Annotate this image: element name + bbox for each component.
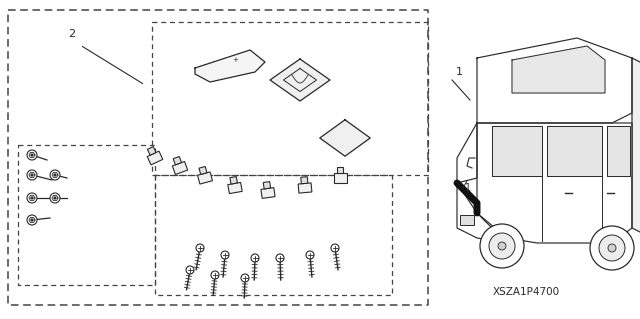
Polygon shape — [147, 151, 163, 165]
Circle shape — [599, 235, 625, 261]
Polygon shape — [147, 147, 156, 155]
Circle shape — [31, 197, 33, 199]
Polygon shape — [337, 167, 343, 174]
Circle shape — [27, 193, 37, 203]
Circle shape — [331, 244, 339, 252]
Polygon shape — [477, 38, 632, 123]
Circle shape — [27, 215, 37, 225]
Polygon shape — [301, 177, 308, 184]
Text: 1: 1 — [465, 183, 471, 193]
Circle shape — [498, 242, 506, 250]
Polygon shape — [333, 174, 346, 182]
Text: +: + — [232, 57, 238, 63]
Polygon shape — [320, 120, 370, 156]
Circle shape — [489, 233, 515, 259]
Circle shape — [480, 224, 524, 268]
Circle shape — [241, 274, 249, 282]
Polygon shape — [607, 126, 630, 176]
Polygon shape — [263, 182, 271, 189]
Circle shape — [31, 219, 33, 221]
Circle shape — [251, 254, 259, 262]
Circle shape — [27, 170, 37, 180]
Polygon shape — [547, 126, 602, 176]
Polygon shape — [512, 46, 605, 93]
Polygon shape — [270, 59, 330, 101]
Circle shape — [186, 266, 194, 274]
Polygon shape — [298, 183, 312, 193]
Circle shape — [54, 197, 56, 199]
Text: 2: 2 — [68, 29, 75, 39]
Circle shape — [590, 226, 634, 270]
Polygon shape — [477, 123, 632, 243]
Polygon shape — [261, 188, 275, 198]
Text: XSZA1P4700: XSZA1P4700 — [493, 287, 560, 297]
Circle shape — [608, 244, 616, 252]
Polygon shape — [632, 58, 640, 233]
Polygon shape — [199, 167, 207, 174]
Polygon shape — [230, 176, 237, 184]
Circle shape — [50, 170, 60, 180]
Text: 1: 1 — [456, 67, 463, 77]
Polygon shape — [172, 161, 188, 174]
Polygon shape — [457, 123, 477, 183]
Circle shape — [211, 271, 219, 279]
Polygon shape — [198, 172, 212, 184]
Circle shape — [221, 251, 229, 259]
Circle shape — [31, 174, 33, 176]
Circle shape — [27, 150, 37, 160]
Circle shape — [50, 193, 60, 203]
Polygon shape — [457, 183, 507, 243]
Circle shape — [31, 154, 33, 156]
Polygon shape — [228, 182, 242, 194]
Circle shape — [276, 254, 284, 262]
Polygon shape — [173, 157, 182, 165]
Polygon shape — [492, 126, 542, 176]
FancyBboxPatch shape — [460, 215, 474, 225]
Circle shape — [54, 174, 56, 176]
Circle shape — [196, 244, 204, 252]
Polygon shape — [195, 50, 265, 82]
Circle shape — [306, 251, 314, 259]
